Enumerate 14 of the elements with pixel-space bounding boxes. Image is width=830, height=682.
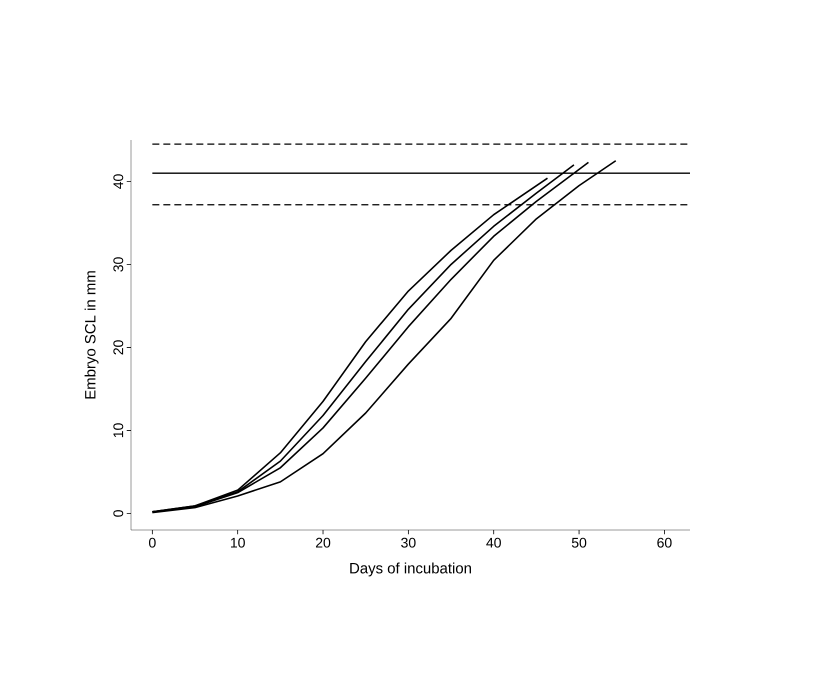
x-axis-title: Days of incubation [350, 562, 471, 576]
y-tick-label: 20 [113, 340, 124, 354]
x-tick-label: 30 [401, 538, 416, 548]
y-tick-label: 10 [113, 423, 124, 438]
x-tick-label: 40 [486, 538, 501, 548]
x-tick-label: 60 [657, 538, 672, 548]
x-tick-label: 0 [149, 538, 156, 548]
x-tick-label: 50 [572, 538, 586, 548]
y-tick-label: 0 [113, 510, 124, 517]
y-tick-label: 40 [113, 174, 124, 189]
x-tick-label: 20 [316, 538, 330, 548]
x-tick-label: 10 [230, 538, 245, 548]
y-tick-label: 30 [113, 257, 124, 272]
y-axis-title: Embryo SCL in mm [84, 271, 99, 399]
